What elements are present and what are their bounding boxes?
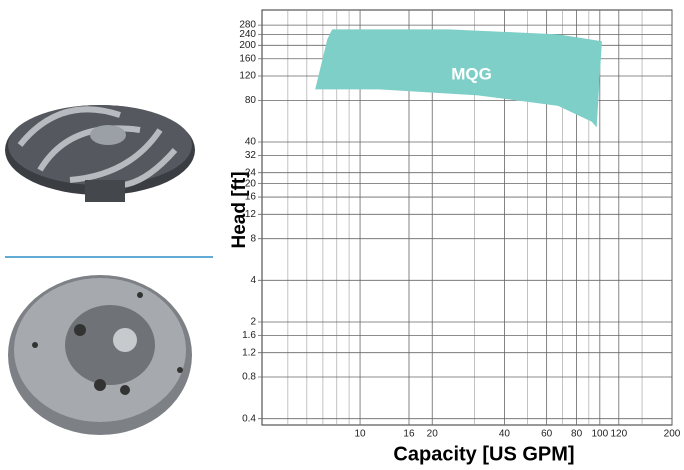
y-tick-label: 4: [250, 275, 256, 286]
y-tick-label: 200: [239, 40, 256, 51]
y-tick-label: 80: [245, 95, 257, 106]
y-tick-label: 8: [250, 233, 256, 244]
y-tick-label: 240: [239, 29, 256, 40]
y-tick-label: 160: [239, 53, 256, 64]
y-axis-title: Head [ft]: [229, 171, 250, 248]
y-tick-label: 0.8: [242, 372, 256, 383]
y-tick-label: 40: [245, 137, 257, 148]
y-tick-label: 120: [239, 71, 256, 82]
y-tick-label: 16: [245, 192, 257, 203]
x-axis-title: Capacity [US GPM]: [393, 443, 574, 465]
region: [315, 29, 602, 128]
y-tick-label: 20: [245, 178, 257, 189]
y-tick-label: 0.4: [242, 413, 256, 424]
plate-image: [8, 275, 192, 435]
x-tick-label: 80: [571, 429, 583, 440]
x-tick-label: 40: [499, 429, 511, 440]
y-tick-label: 12: [245, 209, 257, 220]
x-tick-label: 10: [354, 429, 366, 440]
impeller-image: [5, 105, 195, 202]
x-tick-label: 60: [541, 429, 553, 440]
y-tick-label: 32: [245, 150, 257, 161]
region-label: MQG: [451, 64, 492, 83]
y-tick-label: 24: [245, 167, 257, 178]
x-tick-label: 20: [427, 429, 439, 440]
y-tick-label: 2: [250, 317, 256, 328]
x-tick-label: 16: [403, 429, 415, 440]
y-tick-label: 1.2: [242, 347, 256, 358]
x-tick-label: 120: [610, 429, 627, 440]
x-tick-label: 100: [591, 429, 608, 440]
y-tick-label: 280: [239, 20, 256, 31]
y-tick-label: 1.6: [242, 330, 256, 341]
x-tick-label: 200: [664, 429, 681, 440]
